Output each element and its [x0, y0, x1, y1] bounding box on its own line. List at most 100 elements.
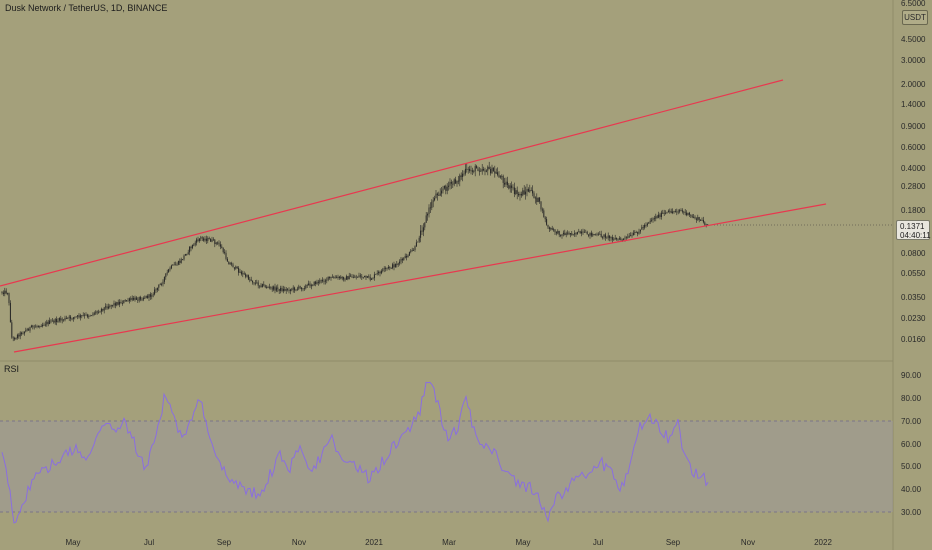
- candle: [172, 264, 174, 266]
- candle: [271, 285, 273, 292]
- candle: [438, 191, 440, 196]
- price-tick-label: 2.0000: [901, 80, 926, 89]
- candle: [207, 236, 209, 244]
- candle: [179, 258, 181, 265]
- candle: [491, 164, 493, 174]
- rsi-tick-label: 90.00: [901, 371, 922, 380]
- candle: [441, 187, 443, 197]
- candle: [138, 296, 140, 303]
- candle: [218, 240, 220, 247]
- candle: [128, 297, 130, 304]
- candle: [617, 238, 619, 242]
- candle: [511, 181, 513, 193]
- candle: [119, 299, 121, 308]
- candle: [156, 287, 158, 293]
- candle: [534, 196, 536, 204]
- candle: [547, 224, 549, 229]
- candle: [103, 306, 105, 314]
- candle: [397, 262, 399, 267]
- candle: [459, 173, 461, 187]
- candle: [575, 232, 577, 237]
- candle: [99, 310, 101, 313]
- trendlines-layer: [0, 79, 827, 353]
- candle: [47, 319, 49, 327]
- candle: [707, 224, 709, 226]
- candle: [478, 167, 480, 176]
- candle: [418, 235, 420, 243]
- time-tick-label: Sep: [217, 538, 232, 547]
- candle: [133, 296, 135, 301]
- candle: [361, 274, 363, 280]
- candle: [662, 209, 664, 214]
- candle: [159, 282, 161, 286]
- candle: [224, 249, 226, 255]
- candle: [315, 280, 317, 287]
- candle: [655, 213, 657, 222]
- candle: [464, 163, 466, 176]
- candle: [443, 185, 445, 190]
- candle: [149, 292, 151, 300]
- candle: [233, 267, 235, 271]
- lower-trendline[interactable]: [13, 203, 827, 353]
- price-tick-label: 0.0230: [901, 314, 926, 323]
- currency-unit-badge[interactable]: USDT: [902, 10, 928, 25]
- candle: [222, 247, 224, 254]
- candle: [481, 164, 483, 175]
- candle: [79, 313, 81, 321]
- candle: [424, 222, 426, 231]
- candle: [413, 248, 415, 251]
- candle: [284, 286, 286, 292]
- candle: [273, 285, 275, 292]
- candle: [702, 216, 704, 224]
- candle: [235, 265, 237, 270]
- candle: [382, 267, 384, 273]
- candle: [558, 230, 560, 238]
- candle: [653, 215, 655, 222]
- candle: [88, 314, 90, 319]
- candle: [519, 191, 521, 201]
- candle: [64, 315, 66, 322]
- candle: [81, 315, 83, 319]
- candle: [410, 249, 412, 254]
- candle: [243, 271, 245, 275]
- candle: [632, 230, 634, 236]
- candle: [298, 284, 300, 291]
- candle: [89, 314, 91, 317]
- candle: [434, 195, 436, 202]
- candle: [134, 295, 136, 302]
- candle: [571, 231, 573, 236]
- candle: [247, 274, 249, 281]
- candle: [550, 227, 552, 231]
- candle: [680, 208, 682, 212]
- candle: [305, 284, 307, 290]
- candle: [522, 187, 524, 197]
- candle: [561, 234, 563, 239]
- candle: [597, 232, 599, 236]
- candle: [551, 225, 553, 231]
- candle: [407, 254, 409, 258]
- candle: [86, 313, 88, 319]
- candle: [21, 331, 23, 336]
- candle: [36, 324, 38, 329]
- candle: [701, 217, 703, 221]
- candle: [190, 245, 192, 252]
- upper-trendline[interactable]: [0, 79, 784, 287]
- candle: [505, 177, 507, 188]
- candle: [161, 282, 163, 287]
- candle: [312, 284, 314, 287]
- candle: [596, 232, 598, 237]
- candle: [620, 236, 622, 241]
- candle: [523, 185, 525, 195]
- candle: [618, 236, 620, 241]
- candle: [308, 280, 310, 286]
- candle: [579, 230, 581, 234]
- candle: [695, 217, 697, 223]
- candle: [638, 228, 640, 235]
- candle: [107, 303, 109, 310]
- candle: [460, 172, 462, 180]
- candle: [135, 296, 137, 300]
- candle: [231, 261, 233, 267]
- candle: [124, 299, 126, 302]
